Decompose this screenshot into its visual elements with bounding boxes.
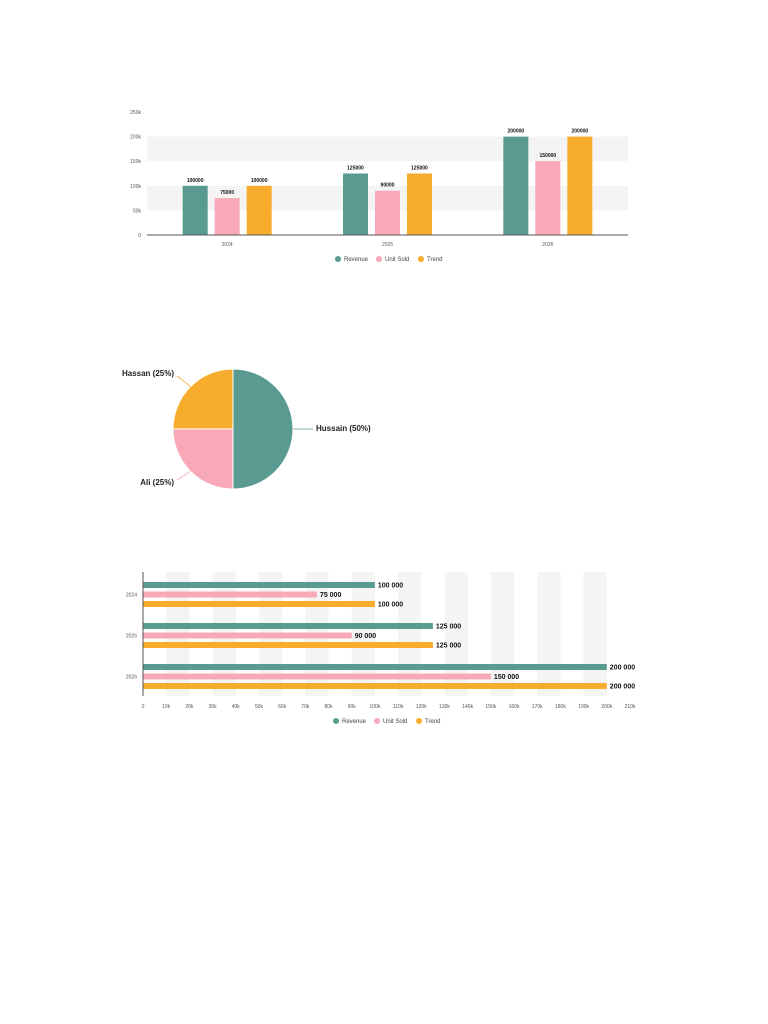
legend-label: Unit Sold [385, 257, 409, 263]
grid-band [537, 572, 561, 696]
data-label: 150 000 [494, 674, 519, 681]
x-tick-label: 70k [301, 704, 310, 710]
x-tick-label: 170k [532, 704, 543, 710]
x-tick-label: 0 [142, 704, 145, 710]
bar [143, 664, 607, 670]
data-label: 75 000 [320, 592, 342, 599]
data-label: 200000 [507, 129, 524, 135]
legend-marker [416, 718, 422, 724]
grid-band [147, 136, 628, 162]
data-label: 100 000 [378, 602, 403, 609]
legend-label: Revenue [342, 719, 367, 725]
x-tick-label: 110k [393, 704, 404, 710]
bar [567, 136, 593, 235]
x-tick-label: 160k [509, 704, 520, 710]
grid-band [583, 572, 607, 696]
data-label: 125000 [411, 166, 428, 172]
x-tick-label: 2025 [382, 242, 393, 248]
data-label: 200000 [571, 129, 588, 135]
x-tick-label: 150k [485, 704, 496, 710]
data-label: 125 000 [436, 624, 461, 631]
x-tick-label: 120k [416, 704, 427, 710]
data-label: 100 000 [378, 583, 403, 590]
legend-marker [333, 718, 339, 724]
x-tick-label: 140k [462, 704, 473, 710]
x-tick-label: 90k [348, 704, 357, 710]
legend-marker [418, 256, 424, 262]
x-tick-label: 200k [601, 704, 612, 710]
x-tick-label: 60k [278, 704, 287, 710]
x-tick-label: 210k [625, 704, 636, 710]
data-label: 125 000 [436, 643, 461, 650]
data-label: 100000 [251, 178, 268, 184]
bar [143, 673, 491, 680]
pie-chart: Hussain (50%) Ali (25%) Hassan (25%) [122, 368, 371, 490]
legend-marker [374, 718, 380, 724]
x-tick-label: 20k [185, 704, 194, 710]
y-tick-label: 50k [133, 208, 142, 214]
data-label: 200 000 [610, 684, 635, 691]
x-tick-label: 100k [369, 704, 380, 710]
pie-slice [232, 368, 294, 490]
bar [143, 632, 352, 639]
y-tick-label: 2024 [126, 593, 137, 599]
pie-label: Hassan (25%) [122, 369, 174, 378]
legend-label: Unit Sold [383, 719, 407, 725]
data-label: 200 000 [610, 665, 635, 672]
bar [214, 198, 240, 235]
data-label: 150000 [539, 153, 556, 159]
legend-marker [376, 256, 382, 262]
bar [143, 582, 375, 588]
bar [343, 173, 368, 235]
data-label: 75000 [220, 190, 234, 196]
bar [375, 190, 400, 235]
x-tick-label: 10k [162, 704, 171, 710]
x-tick-label: 40k [232, 704, 241, 710]
pie-leader-line [176, 471, 191, 481]
data-label: 90000 [381, 183, 395, 189]
bar [143, 683, 607, 689]
legend-label: Trend [425, 719, 440, 725]
pie-slice [172, 428, 234, 490]
y-tick-label: 250k [130, 110, 141, 116]
vertical-bar-chart: 0 50k 100k 150k 200k 250k 100000 75000 100000 202… [130, 110, 628, 263]
pie-slice [172, 368, 234, 430]
y-tick-label: 150k [130, 159, 141, 165]
bar [246, 185, 272, 235]
x-tick-label: 80k [324, 704, 333, 710]
y-tick-label: 100k [130, 184, 141, 190]
y-tick-label: 2025 [126, 634, 137, 640]
bar [182, 185, 208, 235]
bar [143, 642, 433, 648]
x-tick-label: 190k [578, 704, 589, 710]
horizontal-bar-chart: 0 10k 20k 30k 40k 50k 60k 70k 80k 90k 100k 110k 120k… [126, 572, 636, 725]
y-tick-label: 0 [138, 233, 141, 239]
pie-leader-line [176, 375, 191, 387]
x-tick-label: 50k [255, 704, 264, 710]
y-tick-label: 2026 [126, 675, 137, 681]
data-label: 125000 [347, 166, 364, 172]
x-tick-label: 180k [555, 704, 566, 710]
bar [143, 601, 375, 607]
bar [503, 136, 529, 235]
data-label: 100000 [187, 178, 204, 184]
pie-label: Ali (25%) [140, 478, 174, 487]
x-tick-label: 30k [209, 704, 218, 710]
legend-marker [335, 256, 341, 262]
x-tick-label: 2026 [542, 242, 553, 248]
pie-label: Hussain (50%) [316, 424, 371, 433]
legend-label: Trend [427, 257, 442, 263]
legend-label: Revenue [344, 257, 369, 263]
bar [143, 623, 433, 629]
bar [143, 591, 317, 598]
x-tick-label: 2024 [222, 242, 233, 248]
bar [535, 161, 561, 235]
x-tick-label: 130k [439, 704, 450, 710]
data-label: 90 000 [355, 633, 377, 640]
y-tick-label: 200k [130, 135, 141, 141]
bar [407, 173, 432, 235]
